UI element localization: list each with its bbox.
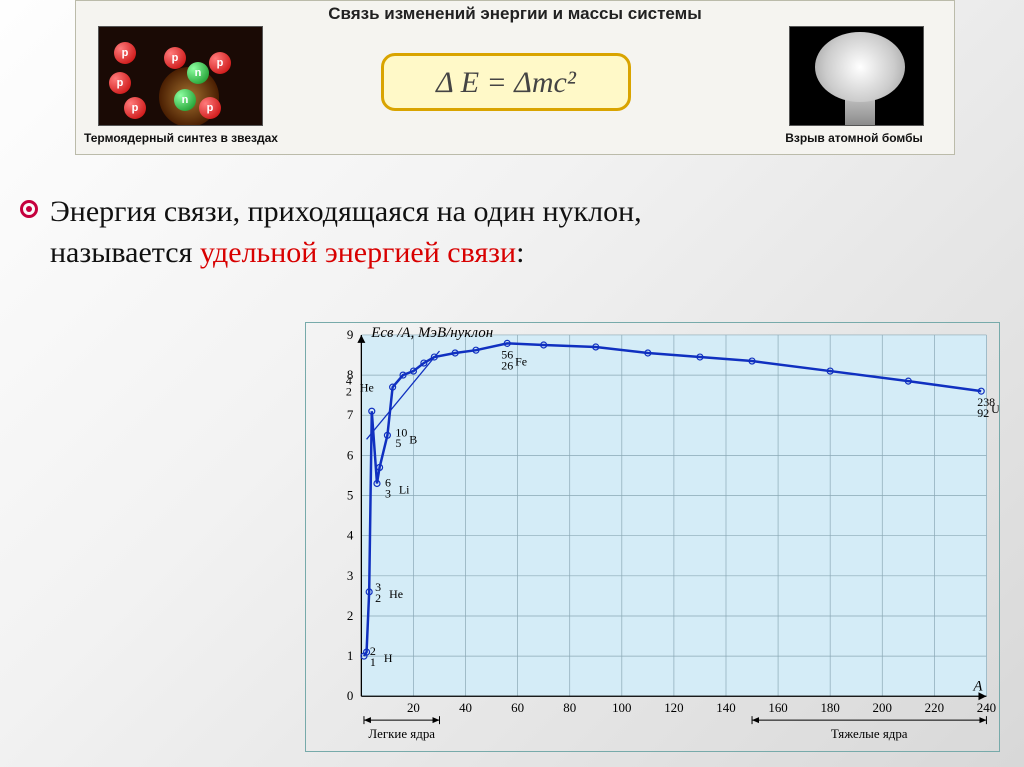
svg-text:3: 3 bbox=[385, 486, 391, 500]
svg-text:220: 220 bbox=[925, 700, 944, 715]
svg-text:Fe: Fe bbox=[515, 354, 527, 368]
svg-text:7: 7 bbox=[347, 407, 354, 422]
svg-text:0: 0 bbox=[347, 688, 353, 703]
svg-text:9: 9 bbox=[347, 327, 353, 342]
svg-text:A: A bbox=[972, 678, 983, 694]
svg-text:60: 60 bbox=[511, 700, 524, 715]
svg-text:2: 2 bbox=[375, 591, 381, 605]
text-highlight: удельной энергией связи bbox=[200, 236, 516, 269]
svg-text:H: H bbox=[384, 651, 393, 665]
svg-text:20: 20 bbox=[407, 700, 420, 715]
svg-text:180: 180 bbox=[820, 700, 839, 715]
svg-text:80: 80 bbox=[563, 700, 576, 715]
svg-text:B: B bbox=[409, 432, 417, 446]
binding-energy-chart: 20 40 60 80 100 120 140 160 180 200 220 240 0 1 2 3 4 5 6 7… bbox=[305, 322, 1000, 752]
fusion-caption: Термоядерный синтез в звездах bbox=[76, 131, 286, 145]
svg-text:5: 5 bbox=[347, 488, 353, 503]
svg-text:92: 92 bbox=[977, 406, 989, 420]
svg-text:26: 26 bbox=[501, 358, 513, 372]
bomb-illustration bbox=[789, 26, 924, 126]
svg-text:He: He bbox=[389, 587, 403, 601]
svg-text:160: 160 bbox=[768, 700, 787, 715]
svg-text:2: 2 bbox=[347, 608, 353, 623]
mass-energy-formula: Δ E = Δmc² bbox=[381, 53, 631, 111]
banner-title: Связь изменений энергии и массы системы bbox=[76, 4, 954, 24]
svg-text:1: 1 bbox=[347, 648, 353, 663]
svg-text:Li: Li bbox=[399, 482, 410, 496]
svg-text:Легкие ядра: Легкие ядра bbox=[368, 726, 435, 741]
svg-text:4: 4 bbox=[347, 528, 354, 543]
svg-text:200: 200 bbox=[873, 700, 892, 715]
svg-text:5: 5 bbox=[395, 436, 401, 450]
fusion-illustration: p p p p n p n p bbox=[98, 26, 263, 126]
svg-text:3: 3 bbox=[347, 568, 353, 583]
svg-text:40: 40 bbox=[459, 700, 472, 715]
bomb-caption: Взрыв атомной бомбы bbox=[754, 131, 954, 145]
svg-text:100: 100 bbox=[612, 700, 631, 715]
svg-text:He: He bbox=[360, 380, 374, 394]
svg-text:Тяжелые ядра: Тяжелые ядра bbox=[831, 726, 908, 741]
svg-text:240: 240 bbox=[977, 700, 996, 715]
svg-text:1: 1 bbox=[370, 655, 376, 669]
svg-text:U: U bbox=[991, 402, 999, 416]
chart-svg: 20 40 60 80 100 120 140 160 180 200 220 240 0 1 2 3 4 5 6 7… bbox=[306, 323, 999, 751]
svg-text:140: 140 bbox=[716, 700, 735, 715]
bullet-icon bbox=[20, 200, 38, 218]
svg-text:120: 120 bbox=[664, 700, 683, 715]
text-plain-2: : bbox=[516, 236, 524, 269]
svg-text:Eсв /A, МэВ/нуклон: Eсв /A, МэВ/нуклон bbox=[370, 325, 493, 341]
svg-text:6: 6 bbox=[347, 447, 354, 462]
definition-text: Энергия связи, приходящаяся на один нукл… bbox=[50, 192, 690, 273]
banner-strip: Связь изменений энергии и массы системы … bbox=[75, 0, 955, 155]
svg-text:2: 2 bbox=[346, 384, 352, 398]
